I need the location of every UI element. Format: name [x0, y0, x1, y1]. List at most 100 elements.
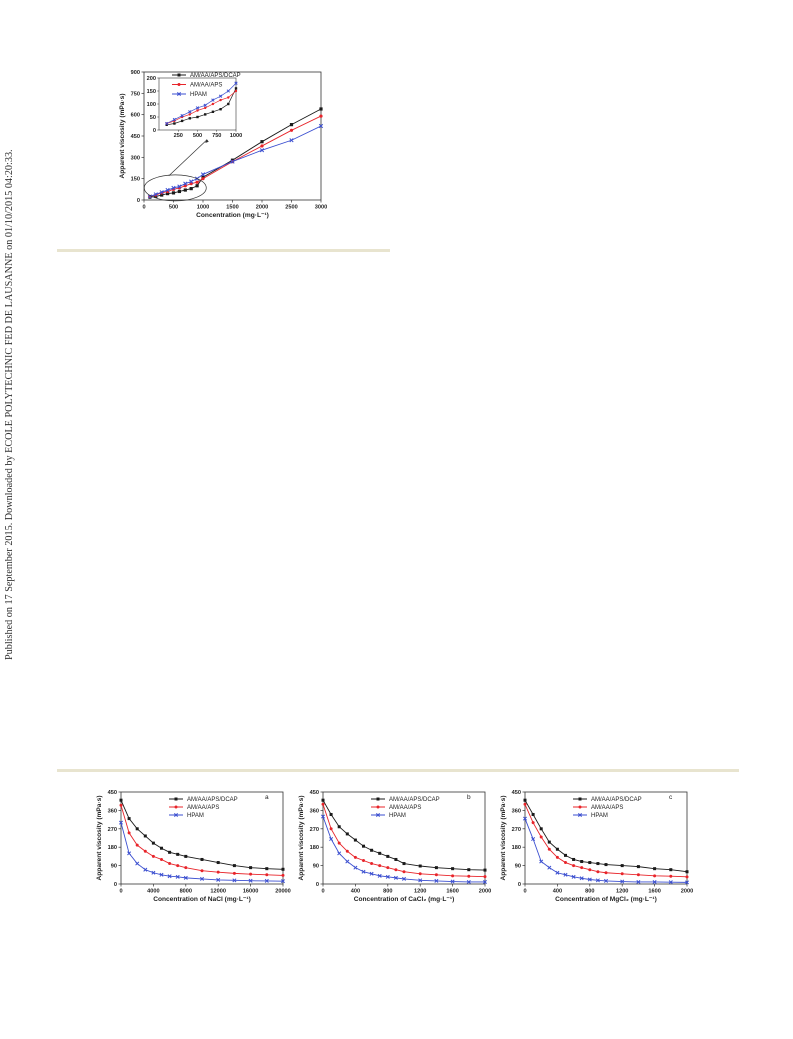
- data-point: [668, 880, 673, 885]
- x-tick-label: 500: [169, 205, 178, 211]
- data-point: [183, 188, 187, 192]
- legend-label: AM/AA/APS/DCAP: [591, 797, 642, 803]
- data-point: [386, 866, 390, 870]
- inset-y-tick-label: 0: [153, 128, 156, 134]
- data-point: [183, 181, 188, 186]
- data-point: [143, 834, 147, 838]
- y-tick-label: 360: [310, 808, 319, 814]
- data-point: [337, 851, 342, 856]
- zoom-arrow: [168, 139, 207, 177]
- data-point: [318, 123, 324, 129]
- data-point: [604, 871, 608, 875]
- data-point: [620, 872, 624, 876]
- y-axis-title: Apparent viscosity (mPa·s): [500, 795, 507, 880]
- data-point: [393, 875, 398, 880]
- data-point: [189, 187, 193, 191]
- y-tick-label: 0: [137, 198, 140, 204]
- data-point: [216, 870, 220, 874]
- data-point: [369, 871, 374, 876]
- data-point: [361, 869, 366, 874]
- data-point: [669, 868, 673, 872]
- data-point: [177, 184, 182, 189]
- data-point: [127, 831, 131, 835]
- x-tick-label: 0: [142, 205, 145, 211]
- data-point: [176, 852, 180, 856]
- legend-label: HPAM: [591, 813, 608, 819]
- x-tick-label: 12000: [210, 889, 226, 895]
- data-point: [180, 114, 184, 118]
- y-tick-label: 90: [111, 864, 117, 870]
- data-point: [281, 873, 285, 877]
- series-2: [119, 803, 285, 877]
- data-point: [135, 861, 140, 866]
- data-point: [159, 872, 164, 877]
- data-point: [669, 874, 673, 878]
- x-tick-label: 8000: [180, 889, 192, 895]
- legend-label: AM/AA/APS/DCAP: [190, 73, 241, 79]
- data-point: [418, 872, 422, 876]
- data-point: [571, 874, 576, 879]
- y-tick-label: 450: [310, 790, 319, 796]
- data-point: [345, 849, 349, 853]
- y-tick-label: 300: [131, 155, 140, 161]
- data-point: [580, 860, 584, 864]
- data-point: [531, 821, 535, 825]
- data-point: [167, 874, 172, 879]
- data-point: [119, 803, 123, 807]
- inset-y-tick-label: 200: [147, 76, 156, 82]
- data-point: [160, 857, 163, 861]
- data-point: [588, 861, 592, 865]
- panel-label: b: [467, 794, 471, 801]
- data-point: [555, 855, 559, 859]
- data-point: [159, 190, 164, 195]
- data-point: [578, 805, 582, 809]
- data-point: [587, 877, 592, 882]
- data-point: [211, 102, 215, 106]
- legend-label: AM/AA/APS: [591, 805, 623, 811]
- data-point: [143, 849, 147, 853]
- data-point: [539, 827, 543, 831]
- legend-label: AM/AA/APS/DCAP: [389, 797, 440, 803]
- legend-label: AM/AA/APS: [187, 805, 219, 811]
- data-point: [216, 861, 220, 865]
- x-tick-label: 400: [351, 889, 360, 895]
- data-point: [402, 870, 406, 874]
- data-point: [596, 870, 600, 874]
- data-point: [204, 106, 207, 110]
- x-tick-label: 1600: [446, 889, 458, 895]
- series-2: [523, 802, 689, 879]
- data-point: [188, 110, 192, 114]
- series-line: [524, 818, 688, 883]
- data-point: [466, 879, 471, 884]
- x-tick-label: 1200: [414, 889, 426, 895]
- data-point: [196, 115, 199, 119]
- data-point: [547, 840, 551, 844]
- x-axis-title: Concentration of NaCl (mg·L⁻¹): [153, 896, 251, 903]
- data-point: [434, 878, 439, 883]
- data-point: [259, 148, 265, 153]
- inset-x-tick-label: 250: [174, 133, 183, 139]
- data-point: [523, 802, 527, 806]
- data-point: [321, 802, 325, 806]
- y-tick-label: 180: [512, 845, 521, 851]
- data-point: [394, 868, 398, 872]
- data-point: [345, 832, 349, 836]
- data-point: [200, 857, 204, 861]
- data-point: [151, 854, 155, 858]
- data-point: [173, 812, 179, 818]
- data-point: [375, 812, 381, 818]
- data-point: [402, 862, 406, 866]
- data-point: [604, 863, 608, 867]
- series-line: [524, 799, 688, 873]
- x-tick-label: 2000: [256, 205, 268, 211]
- data-point: [168, 862, 172, 866]
- x-tick-label: 2500: [285, 205, 297, 211]
- data-point: [578, 797, 582, 801]
- data-point: [249, 866, 253, 870]
- data-point: [260, 140, 264, 144]
- data-point: [184, 854, 188, 858]
- series-2: [165, 89, 238, 125]
- data-point: [596, 862, 600, 866]
- data-point: [636, 879, 641, 884]
- viscosity-mgcl2-chart: 0 400 800 1200 1600 2000 0 90 180 270 360 450 Concen…: [500, 790, 693, 903]
